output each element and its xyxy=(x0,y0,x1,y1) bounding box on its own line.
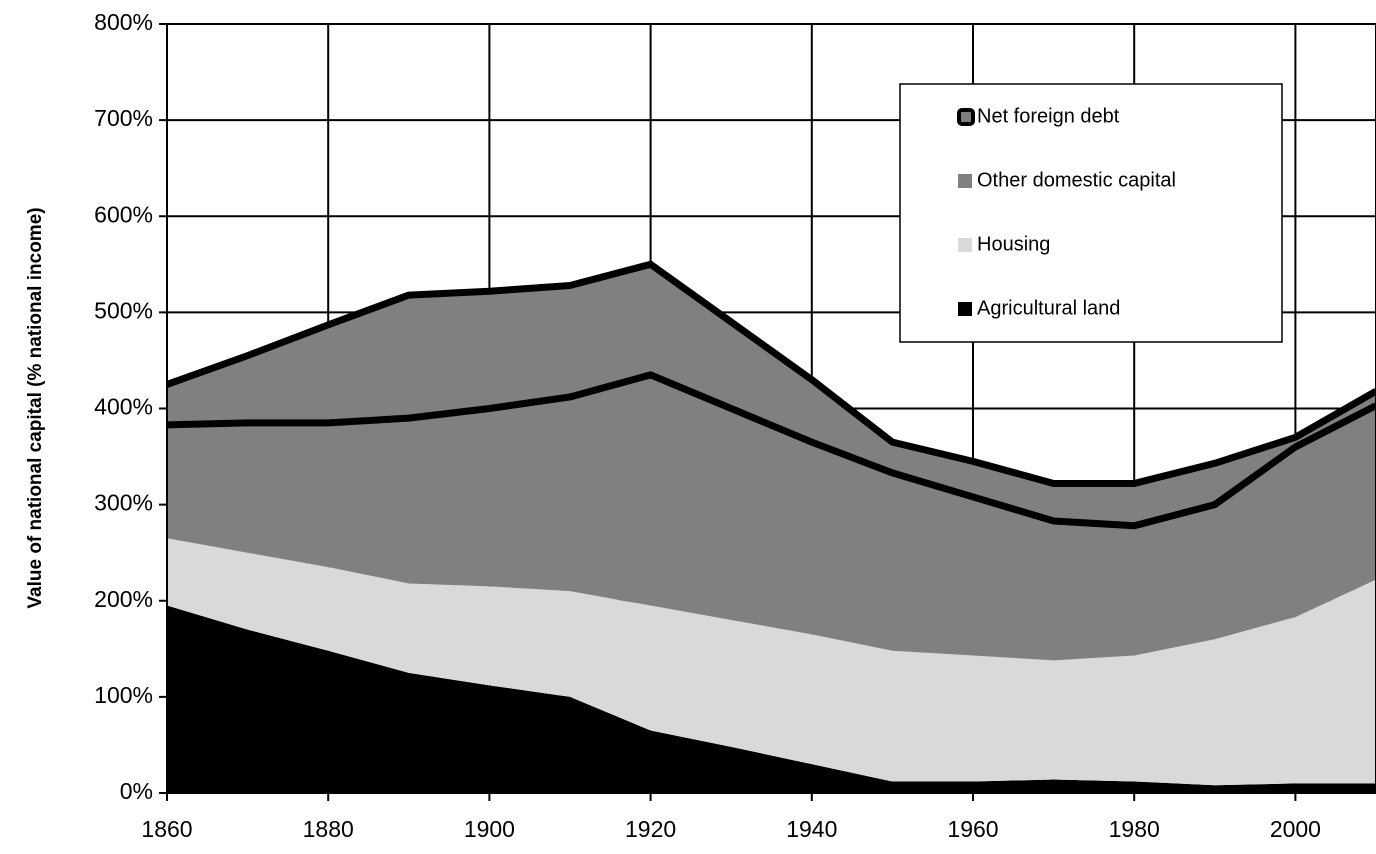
legend-label: Other domestic capital xyxy=(977,169,1176,191)
y-tick-label: 800% xyxy=(94,9,153,35)
plot-frame xyxy=(166,23,1376,794)
x-tick-label: 2000 xyxy=(1270,816,1321,842)
x-tick-label: 1920 xyxy=(625,816,676,842)
y-tick-label: 200% xyxy=(94,586,153,612)
x-tick-label: 1900 xyxy=(464,816,515,842)
legend-box xyxy=(899,83,1283,343)
y-tick-label: 100% xyxy=(94,682,153,708)
legend-marker xyxy=(957,108,975,126)
area xyxy=(167,264,1376,526)
x-tick-label: 1980 xyxy=(1109,816,1160,842)
area-outline xyxy=(165,260,1376,487)
x-tick-label: 1960 xyxy=(947,816,998,842)
legend-marker xyxy=(958,174,972,188)
y-tick-label: 0% xyxy=(120,778,153,804)
y-tick-label: 400% xyxy=(94,394,153,420)
y-tick-label: 500% xyxy=(94,297,153,323)
x-tick-label: 1860 xyxy=(141,816,192,842)
legend-marker xyxy=(958,238,972,252)
area xyxy=(167,374,1376,661)
area-outline xyxy=(166,371,1376,530)
x-tick-label: 1880 xyxy=(303,816,354,842)
y-tick-label: 600% xyxy=(94,201,153,227)
area xyxy=(167,605,1376,793)
y-tick-label: 700% xyxy=(94,105,153,131)
area xyxy=(167,538,1376,786)
x-tick-label: 1940 xyxy=(786,816,837,842)
legend-label: Net foreign debt xyxy=(977,105,1120,127)
legend-label: Housing xyxy=(977,233,1050,255)
y-tick-label: 300% xyxy=(94,490,153,516)
y-axis-label: Value of national capital (% national in… xyxy=(25,207,46,608)
legend-marker xyxy=(958,302,972,316)
legend-label: Agricultural land xyxy=(977,297,1120,319)
